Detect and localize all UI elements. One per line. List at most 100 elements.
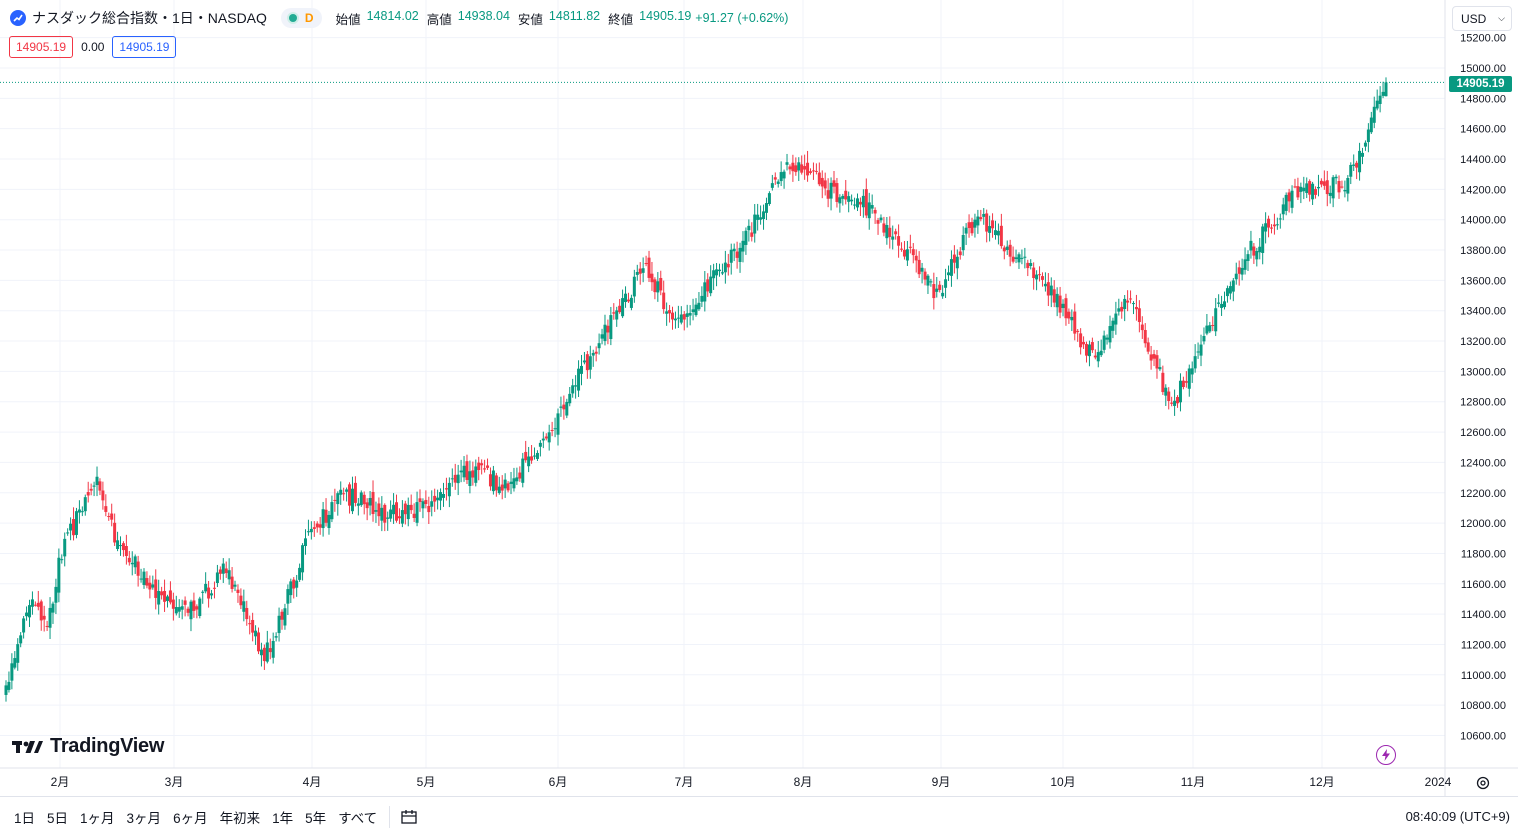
time-axis[interactable]: 2月 3月 4月 5月 6月 7月 8月 9月 10月 11月 12月 2024	[0, 767, 1518, 789]
candle-body	[900, 248, 904, 250]
candle-body	[744, 230, 748, 245]
candle-body	[1252, 246, 1256, 256]
candle-body	[483, 468, 487, 470]
candle-body	[1211, 324, 1215, 326]
timeframe-1d[interactable]: 1日	[14, 811, 36, 826]
candle-body	[597, 343, 601, 349]
chart-grid	[0, 0, 1445, 768]
candle-body	[603, 324, 607, 342]
candle-body	[60, 559, 64, 561]
candle-body	[1105, 337, 1109, 340]
candle-body	[726, 263, 730, 268]
candle-body	[547, 432, 551, 443]
candle-body	[1269, 227, 1273, 229]
candle-body	[45, 625, 49, 627]
candle-body	[926, 275, 930, 286]
timeframe-all[interactable]: すべて	[338, 811, 378, 826]
date-range-icon[interactable]	[398, 806, 420, 828]
candle-body	[671, 312, 675, 320]
candle-body	[1173, 400, 1177, 406]
candle-body	[1381, 91, 1385, 96]
candle-body	[459, 470, 463, 473]
candle-body	[27, 605, 31, 618]
candle-body	[69, 523, 73, 531]
candle-body	[1293, 186, 1297, 188]
candle-body	[1035, 274, 1039, 280]
candle-body	[1363, 142, 1367, 147]
tradingview-logo[interactable]: TradingView	[12, 735, 164, 758]
timeframe-ytd[interactable]: 年初来	[219, 811, 261, 826]
candle-body	[468, 471, 472, 486]
buy-price-button[interactable]: 14905.19	[112, 36, 177, 58]
candle-body	[1161, 372, 1165, 393]
time-tick-label: 9月	[932, 775, 951, 789]
candle-body	[130, 562, 134, 565]
candle-body	[952, 254, 956, 263]
candle-body	[1205, 325, 1209, 334]
candle-body	[770, 183, 774, 188]
candle-body	[908, 246, 912, 248]
timeframe-1m[interactable]: 1ヶ月	[80, 811, 115, 826]
candle-body	[1082, 341, 1086, 345]
candle-body	[301, 545, 305, 573]
candle-body	[1085, 344, 1089, 356]
timeframe-5d[interactable]: 5日	[47, 811, 69, 826]
candle-body	[453, 474, 457, 483]
candle-body	[312, 527, 316, 529]
candle-body	[767, 193, 771, 205]
candle-body	[298, 567, 302, 580]
candle-body	[791, 162, 795, 172]
price-axis[interactable]: 15200.00 15000.00 14800.00 14600.00 14400.00…	[1444, 0, 1506, 796]
candle-body	[1243, 259, 1247, 270]
candle-body	[894, 231, 898, 235]
sell-price-button[interactable]: 14905.19	[9, 36, 74, 58]
candle-body	[1328, 192, 1332, 196]
timeframe-5y[interactable]: 5年	[305, 811, 327, 826]
candle-body	[1311, 183, 1315, 200]
candle-body	[321, 509, 325, 529]
clock-timezone[interactable]: 08:40:09 (UTC+9)	[1405, 809, 1510, 824]
candle-body	[418, 498, 422, 502]
gear-icon[interactable]	[1474, 774, 1492, 792]
candle-body	[474, 466, 478, 483]
candle-body	[450, 478, 454, 480]
candle-body	[879, 217, 883, 221]
candle-body	[521, 458, 525, 483]
time-tick-label: 10月	[1050, 775, 1075, 789]
candle-body	[515, 477, 519, 482]
candle-body	[1287, 192, 1291, 202]
candle-body	[1343, 189, 1347, 192]
candle-body	[829, 182, 833, 199]
candle-body	[268, 648, 272, 653]
candle-body	[80, 511, 84, 513]
price-tick-label: 15000.00	[1460, 63, 1506, 75]
candle-body	[465, 461, 469, 480]
candle-body	[873, 209, 877, 214]
candle-body	[659, 277, 663, 291]
candle-body	[1043, 283, 1047, 287]
symbol-title[interactable]: ナスダック総合指数・1日・NASDAQ	[32, 10, 267, 26]
candle-body	[506, 483, 510, 491]
candle-body	[336, 493, 340, 505]
price-tick-label: 12600.00	[1460, 427, 1506, 439]
currency-select[interactable]: USD ⌵	[1452, 6, 1512, 31]
candle-body	[233, 584, 237, 587]
candle-body	[295, 580, 299, 588]
candle-body	[1281, 204, 1285, 215]
timeframe-6m[interactable]: 6ヶ月	[173, 811, 208, 826]
timeframe-1y[interactable]: 1年	[272, 811, 294, 826]
candle-body	[618, 305, 622, 313]
candle-body	[1117, 308, 1121, 312]
candle-body	[171, 599, 175, 609]
timeframe-3m[interactable]: 3ヶ月	[126, 811, 162, 826]
market-status-pill[interactable]: D	[280, 8, 322, 28]
candle-body	[1061, 303, 1065, 309]
candle-body	[1240, 267, 1244, 275]
candle-body	[371, 491, 375, 515]
candle-body	[1164, 387, 1168, 396]
candle-body	[1349, 164, 1353, 177]
candle-body	[876, 220, 880, 224]
lightning-icon[interactable]	[1376, 745, 1396, 765]
candle-body	[882, 223, 886, 233]
